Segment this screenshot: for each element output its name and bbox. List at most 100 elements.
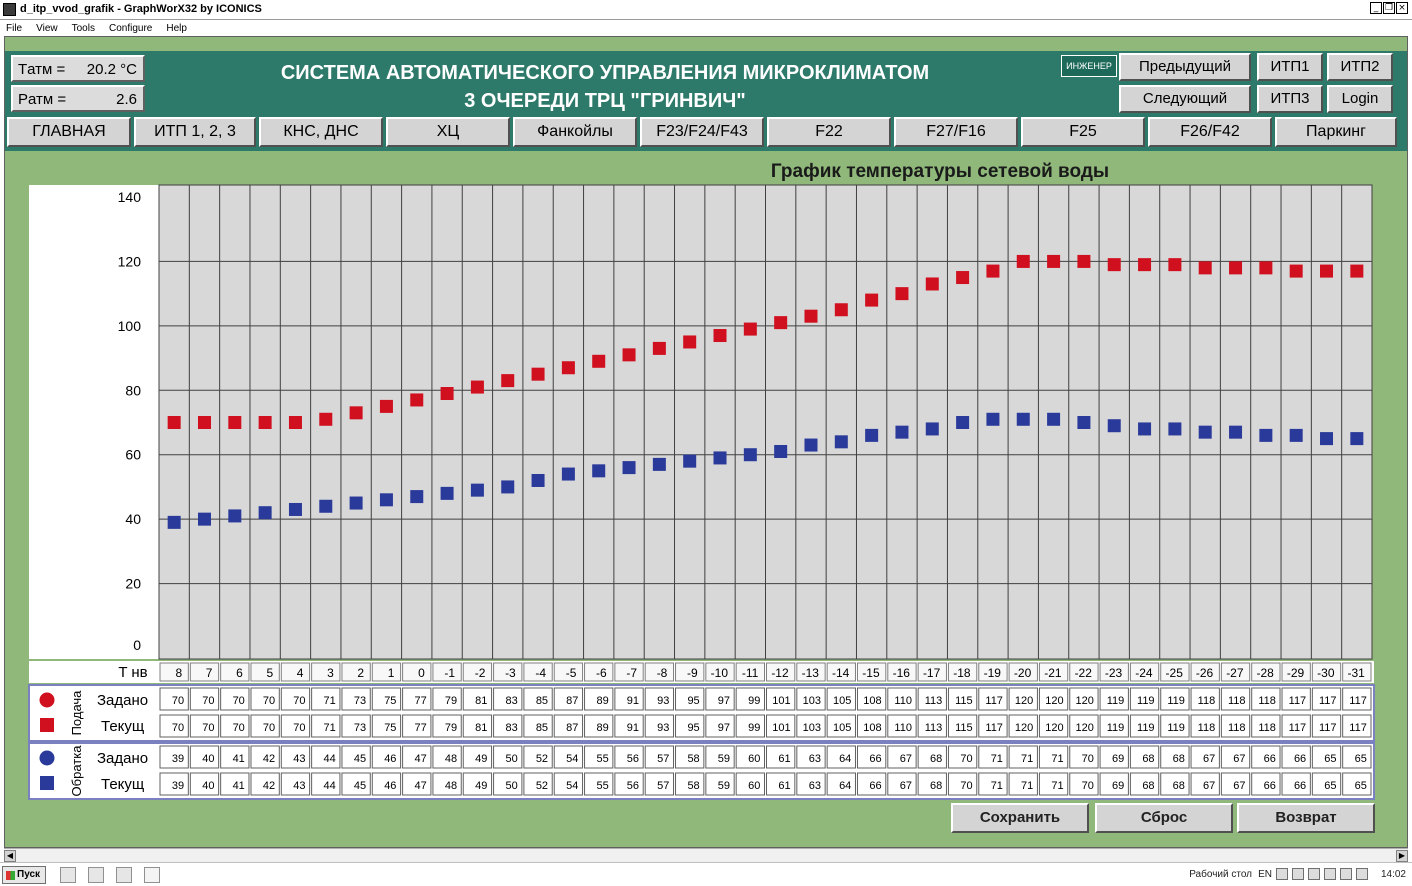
login-button[interactable]: Login [1327, 85, 1393, 113]
tray-chat-icon[interactable] [1340, 868, 1352, 880]
x-tick-label: -20 [1014, 666, 1032, 680]
return-current-cell [432, 772, 462, 796]
horizontal-scrollbar[interactable]: ◀ ▶ [4, 848, 1408, 862]
volume-icon[interactable] [1356, 868, 1368, 880]
previous-button[interactable]: Предыдущий [1119, 53, 1251, 81]
menu-file[interactable]: File [6, 22, 23, 34]
supply-current-cell [1251, 714, 1281, 738]
return-setpoint-cell [1311, 745, 1342, 769]
itp2-button[interactable]: ИТП2 [1327, 53, 1393, 81]
x-tick-cell [1160, 662, 1190, 682]
media-icon[interactable] [116, 867, 132, 883]
return-current-value: 41 [233, 780, 245, 792]
nav-button-11[interactable]: Паркинг [1275, 117, 1397, 147]
supply-setpoint-value: 118 [1258, 695, 1276, 707]
scroll-left-icon[interactable]: ◀ [4, 850, 16, 862]
return-current-cell [887, 772, 917, 796]
itp3-button[interactable]: ИТП3 [1257, 85, 1323, 113]
return-current-value: 64 [839, 780, 851, 792]
x-tick-label: -29 [1287, 666, 1305, 680]
reset-button[interactable]: Сброс [1095, 803, 1233, 833]
menu-bar: File View Tools Configure Help [0, 20, 1412, 36]
supply-point [197, 416, 211, 429]
return-point [834, 435, 848, 449]
return-setpoint-value: 57 [657, 753, 669, 765]
minimize-icon[interactable]: _ [1370, 2, 1382, 14]
x-tick-cell [462, 662, 493, 682]
start-button[interactable]: Пуск [2, 866, 46, 884]
supply-current-cell [917, 714, 947, 738]
supply-current-value: 77 [415, 722, 427, 734]
return-point [319, 499, 333, 513]
supply-current-value: 101 [772, 722, 790, 734]
nav-button-9[interactable]: F25 [1021, 117, 1145, 147]
return-point [592, 464, 606, 478]
supply-point [865, 293, 879, 307]
tray-network-icon[interactable] [1308, 868, 1320, 880]
menu-view[interactable]: View [36, 22, 58, 34]
supply-current-cell [311, 714, 341, 738]
nav-button-5[interactable]: Фанкойлы [513, 117, 637, 147]
supply-current-value: 79 [445, 722, 457, 734]
restore-icon[interactable]: ❐ [1383, 2, 1395, 14]
supply-setpoint-value: 71 [324, 695, 336, 707]
return-setpoint-cell [280, 745, 311, 769]
nav-button-4[interactable]: ХЦ [386, 117, 510, 147]
menu-configure[interactable]: Configure [108, 22, 153, 34]
return-point [986, 412, 1000, 426]
next-button[interactable]: Следующий [1119, 85, 1251, 113]
back-button[interactable]: Возврат [1237, 803, 1375, 833]
return-current-value: 46 [384, 780, 396, 792]
supply-setpoint-value: 99 [748, 695, 760, 707]
graphworx-task-icon[interactable] [144, 867, 160, 883]
supply-current-cell [280, 714, 311, 738]
return-current-cell [311, 772, 341, 796]
tray-shield-icon[interactable] [1324, 868, 1336, 880]
close-icon[interactable]: × [1396, 2, 1408, 14]
supply-group-label: Подача [69, 690, 84, 736]
supply-setpoint-value: 70 [202, 695, 214, 707]
nav-button-2[interactable]: ИТП 1, 2, 3 [134, 117, 256, 147]
ie-icon[interactable] [60, 867, 76, 883]
save-button[interactable]: Сохранить [951, 803, 1089, 833]
engineer-badge[interactable]: ИНЖЕНЕР [1061, 55, 1117, 77]
scroll-right-icon[interactable]: ▶ [1396, 850, 1408, 862]
y-tick-label: 80 [125, 382, 141, 398]
return-current-cell [644, 772, 675, 796]
nav-button-3[interactable]: КНС, ДНС [259, 117, 383, 147]
nav-button-1[interactable]: ГЛАВНАЯ [7, 117, 131, 147]
return-setpoint-value: 70 [960, 753, 972, 765]
nav-button-10[interactable]: F26/F42 [1148, 117, 1272, 147]
supply-setpoint-value: 95 [687, 695, 699, 707]
tray-app-icon[interactable] [1292, 868, 1304, 880]
menu-tools[interactable]: Tools [71, 22, 95, 34]
supply-setpoint-value: 97 [718, 695, 730, 707]
return-point [1350, 432, 1364, 446]
return-current-cell [1220, 772, 1251, 796]
play-icon[interactable] [1276, 868, 1288, 880]
return-setpoint-cell [766, 745, 796, 769]
return-setpoint-value: 71 [1051, 753, 1063, 765]
desktop-toolbar[interactable]: Рабочий стол [1189, 869, 1252, 880]
supply-setpoint-cell [189, 687, 220, 711]
supply-current-value: 117 [985, 722, 1003, 734]
language-indicator[interactable]: EN [1258, 869, 1272, 880]
supply-current-value: 83 [505, 722, 517, 734]
itp1-button[interactable]: ИТП1 [1257, 53, 1323, 81]
return-point [197, 512, 211, 526]
return-current-value: 47 [415, 780, 427, 792]
return-setpoint-value: 67 [900, 753, 912, 765]
nav-button-8[interactable]: F27/F16 [894, 117, 1018, 147]
nav-button-6[interactable]: F23/F24/F43 [640, 117, 764, 147]
return-setpoint-cell [887, 745, 917, 769]
folder-icon[interactable] [88, 867, 104, 883]
menu-help[interactable]: Help [166, 22, 187, 34]
supply-current-value: 120 [1076, 722, 1094, 734]
nav-button-7[interactable]: F22 [767, 117, 891, 147]
return-setpoint-value: 47 [415, 753, 427, 765]
x-tick-label: 4 [297, 666, 304, 680]
x-tick-cell [432, 662, 462, 682]
return-setpoint-cell [432, 745, 462, 769]
return-setpoint-cell [675, 745, 705, 769]
supply-current-label: Текущ [101, 718, 144, 735]
